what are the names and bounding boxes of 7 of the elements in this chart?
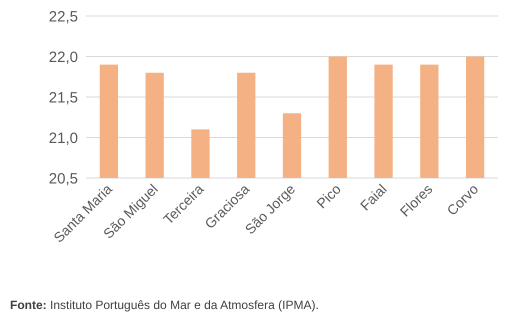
source-note: Fonte: Instituto Português do Mar e da Atmosfera (IPMA). [9, 298, 320, 312]
y-tick-label: 22,5 [48, 8, 78, 26]
y-tick-label: 21,5 [48, 89, 78, 106]
y-tick-label: 22,0 [48, 48, 78, 66]
y-tick-label: 21,0 [48, 130, 78, 147]
y-tick-label: 20,5 [48, 170, 78, 188]
x-tick-label: Pico [313, 180, 344, 212]
